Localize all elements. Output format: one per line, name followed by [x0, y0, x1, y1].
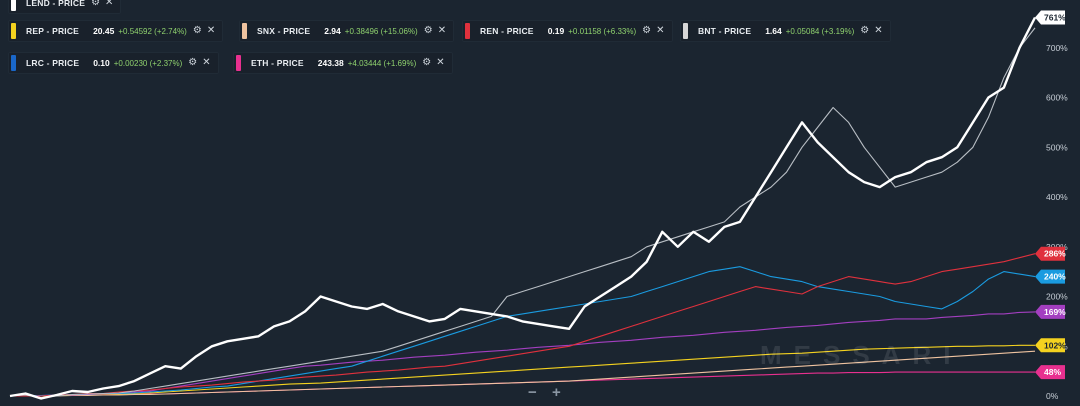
series-line [9, 27, 1036, 399]
watermark: MESSARI [760, 340, 963, 370]
legend-series-value: 20.45 [93, 26, 115, 36]
legend-item[interactable]: LRC - PRICE 0.10 +0.00230 (+2.37%) ⚙ ✕ [8, 52, 219, 74]
legend-item[interactable]: BNT - PRICE 1.64 +0.05084 (+3.19%) ⚙ ✕ [680, 20, 891, 42]
gear-icon[interactable]: ⚙ [423, 25, 433, 36]
close-icon[interactable]: ✕ [105, 0, 114, 8]
series-line [10, 266, 1036, 397]
close-icon[interactable]: ✕ [206, 25, 216, 36]
gear-icon[interactable]: ⚙ [642, 25, 652, 36]
y-tick-label: 700% [1046, 43, 1068, 53]
legend-series-name: REP - PRICE [26, 26, 80, 36]
legend-swatch [11, 23, 16, 39]
gear-icon[interactable]: ⚙ [192, 25, 202, 36]
legend-series-value: 1.64 [765, 26, 782, 36]
svg-text:761%: 761% [1044, 12, 1066, 22]
y-tick-label: 400% [1046, 192, 1068, 202]
gear-icon[interactable]: ⚙ [91, 0, 101, 8]
gear-icon[interactable]: ⚙ [422, 57, 432, 68]
series-line [10, 344, 1035, 397]
legend-item[interactable]: ETH - PRICE 243.38 +4.03444 (+1.69%) ⚙ ✕ [233, 52, 453, 74]
legend-series-value: 0.10 [93, 58, 110, 68]
series-end-label: 48% [1035, 365, 1065, 380]
series-line [10, 253, 1036, 397]
close-icon[interactable]: ✕ [437, 25, 447, 36]
svg-text:240%: 240% [1044, 272, 1066, 282]
legend-series-name: ETH - PRICE [251, 58, 304, 68]
svg-text:102%: 102% [1044, 340, 1066, 350]
close-icon[interactable]: ✕ [436, 57, 445, 68]
gear-icon[interactable]: ⚙ [188, 57, 198, 68]
legend-series-name: LEND - PRICE [26, 0, 86, 8]
legend-series-change: +0.01158 (+6.33%) [568, 26, 637, 36]
legend-series-change: +0.00230 (+2.37%) [113, 58, 183, 68]
y-tick-label: 500% [1046, 142, 1068, 152]
legend-series-name: BNT - PRICE [698, 26, 752, 36]
series-end-label: 286% [1035, 246, 1066, 261]
series-line [9, 16, 1037, 400]
legend-series-value: 0.19 [547, 26, 565, 36]
legend-series-change: +4.03444 (+1.69%) [347, 58, 417, 68]
close-icon[interactable]: ✕ [656, 25, 665, 36]
y-tick-label: 600% [1046, 93, 1068, 103]
zoom-in-button[interactable]: + [552, 384, 561, 401]
y-tick-label: 0% [1046, 391, 1059, 401]
series-line [10, 350, 1036, 397]
svg-text:169%: 169% [1044, 307, 1066, 317]
legend-item[interactable]: REP - PRICE 20.45 +0.54592 (+2.74%) ⚙ ✕ [8, 20, 224, 42]
series-line [10, 311, 1036, 397]
legend-item[interactable]: LEND - PRICE ⚙ ✕ [8, 0, 122, 14]
svg-text:48%: 48% [1044, 367, 1061, 377]
series-end-label: 240% [1035, 269, 1066, 284]
legend-item[interactable]: SNX - PRICE 2.94 +0.38496 (+15.06%) ⚙ ✕ [239, 20, 455, 42]
close-icon[interactable]: ✕ [874, 25, 883, 36]
legend-series-change: +0.38496 (+15.06%) [344, 26, 418, 36]
legend-swatch [11, 0, 16, 11]
legend-series-value: 243.38 [317, 58, 344, 68]
series-end-label: 102% [1035, 338, 1066, 353]
close-icon[interactable]: ✕ [202, 57, 211, 68]
gear-icon[interactable]: ⚙ [860, 25, 870, 36]
legend-series-name: SNX - PRICE [257, 26, 311, 36]
legend-swatch [242, 23, 247, 39]
legend-series-change: +0.54592 (+2.74%) [118, 26, 187, 36]
legend-series-name: REN - PRICE [480, 26, 534, 36]
svg-text:286%: 286% [1044, 249, 1066, 259]
y-tick-label: 200% [1046, 292, 1068, 302]
legend-swatch [236, 55, 241, 71]
legend-swatch [465, 23, 470, 39]
zoom-out-button[interactable]: − [528, 384, 537, 401]
series-end-label: 761% [1035, 10, 1066, 25]
legend-series-change: +0.05084 (+3.19%) [785, 26, 855, 36]
legend-swatch [683, 23, 688, 39]
legend-item[interactable]: REN - PRICE 0.19 +0.01158 (+6.33%) ⚙ ✕ [462, 20, 673, 42]
legend-series-name: LRC - PRICE [26, 58, 80, 68]
series-end-label: 169% [1035, 304, 1066, 319]
legend-series-value: 2.94 [324, 26, 341, 36]
legend-swatch [11, 55, 16, 71]
